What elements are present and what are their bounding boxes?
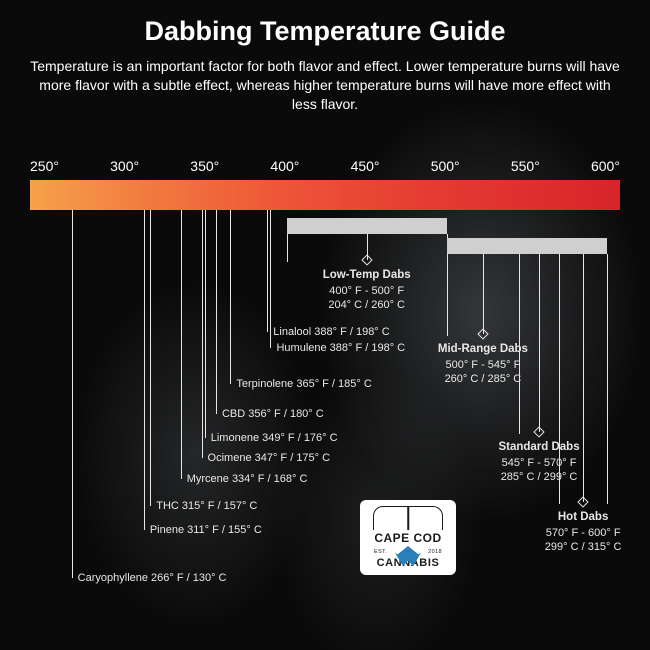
zone-label: Hot Dabs570° F - 600° F299° C / 315° C — [513, 510, 650, 555]
compound-line — [205, 210, 206, 438]
axis-tick: 450° — [351, 158, 380, 174]
compound-label: Pinene 311° F / 155° C — [150, 524, 262, 536]
axis-tick: 250° — [30, 158, 59, 174]
gradient-bar — [30, 180, 620, 210]
compound-label: Linalool 388° F / 198° C — [273, 326, 389, 338]
compound-line — [150, 210, 151, 506]
compound-line — [216, 210, 217, 414]
zone-line — [519, 254, 520, 434]
logo-line1: CAPE COD — [364, 531, 452, 545]
zone-center-line — [583, 254, 584, 502]
zone-label: Low-Temp Dabs400° F - 500° F204° C / 260… — [297, 268, 437, 313]
zone-line — [287, 234, 288, 262]
compound-label: Limonene 349° F / 176° C — [211, 432, 338, 444]
zone-center-line — [539, 254, 540, 432]
compound-label: CBD 356° F / 180° C — [222, 408, 324, 420]
compound-label: Humulene 388° F / 198° C — [276, 342, 405, 354]
axis-tick: 550° — [511, 158, 540, 174]
compound-line — [202, 210, 203, 458]
temperature-axis: 250° 300° 350° 400° 450° 500° 550° 600° — [0, 158, 650, 174]
compound-line — [267, 210, 268, 332]
diamond-icon — [361, 254, 372, 265]
compound-line — [144, 210, 145, 530]
axis-tick: 400° — [270, 158, 299, 174]
diamond-icon — [477, 328, 488, 339]
zone-bar — [519, 238, 559, 254]
axis-tick: 300° — [110, 158, 139, 174]
axis-tick: 350° — [190, 158, 219, 174]
compound-line — [270, 210, 271, 348]
diamond-icon — [533, 426, 544, 437]
zone-line — [607, 254, 608, 504]
compound-line — [72, 210, 73, 578]
compound-label: Caryophyllene 266° F / 130° C — [78, 572, 227, 584]
compound-label: THC 315° F / 157° C — [156, 500, 257, 512]
zone-bar — [559, 238, 607, 254]
zone-line — [447, 254, 448, 336]
page-title: Dabbing Temperature Guide — [0, 0, 650, 47]
compound-label: Myrcene 334° F / 168° C — [187, 473, 308, 485]
axis-tick: 600° — [591, 158, 620, 174]
diamond-icon — [577, 496, 588, 507]
book-icon — [373, 506, 443, 530]
subtitle: Temperature is an important factor for b… — [0, 47, 650, 114]
zone-label: Standard Dabs545° F - 570° F285° C / 299… — [469, 440, 609, 485]
zone-line — [559, 254, 560, 504]
zone-label: Mid-Range Dabs500° F - 545° F260° C / 28… — [413, 342, 553, 387]
compound-label: Terpinolene 365° F / 185° C — [236, 378, 371, 390]
zone-bar — [287, 218, 447, 234]
compound-line — [230, 210, 231, 384]
compound-line — [181, 210, 182, 479]
cape-cod-cannabis-logo: CAPE COD EST.2018 CANNABIS — [360, 500, 456, 575]
zone-bar — [447, 238, 519, 254]
zone-center-line — [483, 254, 484, 334]
axis-tick: 500° — [431, 158, 460, 174]
compound-label: Ocimene 347° F / 175° C — [208, 452, 331, 464]
